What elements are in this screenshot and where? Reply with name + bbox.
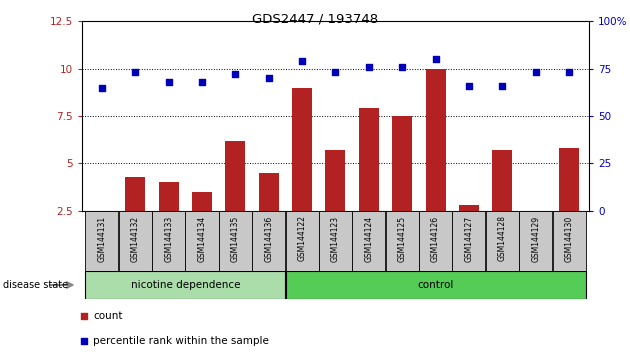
Point xyxy=(564,69,574,75)
Bar xyxy=(359,108,379,211)
Bar xyxy=(319,211,352,271)
Bar xyxy=(326,150,345,211)
Bar xyxy=(559,148,579,211)
Text: GDS2447 / 193748: GDS2447 / 193748 xyxy=(252,12,378,25)
Text: GSM144132: GSM144132 xyxy=(131,216,140,262)
Bar xyxy=(519,211,552,271)
Text: GSM144134: GSM144134 xyxy=(198,216,207,262)
Bar xyxy=(86,211,118,271)
Bar xyxy=(386,211,419,271)
Point xyxy=(430,56,440,62)
Bar xyxy=(86,271,285,299)
Text: GSM144123: GSM144123 xyxy=(331,216,340,262)
Text: count: count xyxy=(93,311,123,321)
Bar xyxy=(192,192,212,211)
Bar xyxy=(492,150,512,211)
Point xyxy=(164,79,174,85)
Text: GSM144124: GSM144124 xyxy=(364,216,374,262)
Point xyxy=(231,72,241,77)
Bar xyxy=(152,211,185,271)
Point xyxy=(297,58,307,64)
Text: disease state: disease state xyxy=(3,280,68,290)
Bar xyxy=(285,271,585,299)
Point xyxy=(497,83,507,88)
Text: GSM144135: GSM144135 xyxy=(231,216,240,262)
Text: GSM144122: GSM144122 xyxy=(297,216,307,262)
Bar xyxy=(119,211,152,271)
Bar xyxy=(352,211,386,271)
Point xyxy=(353,241,364,247)
Bar xyxy=(553,211,585,271)
Text: percentile rank within the sample: percentile rank within the sample xyxy=(93,336,269,346)
Bar xyxy=(292,87,312,211)
Bar xyxy=(226,141,246,211)
Bar xyxy=(452,211,486,271)
Text: control: control xyxy=(418,280,454,290)
Bar xyxy=(392,116,412,211)
Bar xyxy=(259,173,278,211)
Point xyxy=(353,11,364,17)
Point xyxy=(364,64,374,69)
Bar xyxy=(252,211,285,271)
Point xyxy=(331,69,341,75)
Text: GSM144136: GSM144136 xyxy=(264,216,273,262)
Text: GSM144133: GSM144133 xyxy=(164,216,173,262)
Text: GSM144131: GSM144131 xyxy=(98,216,106,262)
Text: GSM144126: GSM144126 xyxy=(431,216,440,262)
Point xyxy=(97,85,107,90)
Bar xyxy=(486,211,519,271)
Text: nicotine dependence: nicotine dependence xyxy=(130,280,240,290)
Bar xyxy=(425,69,445,211)
Bar xyxy=(219,211,252,271)
Bar xyxy=(159,182,179,211)
Text: GSM144127: GSM144127 xyxy=(464,216,473,262)
Point xyxy=(264,75,274,81)
Bar xyxy=(185,211,219,271)
Point xyxy=(464,83,474,88)
Point xyxy=(397,64,407,69)
Point xyxy=(130,69,140,75)
Bar xyxy=(459,205,479,211)
Bar xyxy=(419,211,452,271)
Text: GSM144130: GSM144130 xyxy=(564,216,573,262)
Bar xyxy=(125,177,146,211)
Point xyxy=(197,79,207,85)
Text: GSM144125: GSM144125 xyxy=(398,216,407,262)
Text: GSM144129: GSM144129 xyxy=(531,216,540,262)
Bar xyxy=(285,211,319,271)
Point xyxy=(530,69,541,75)
Text: GSM144128: GSM144128 xyxy=(498,216,507,262)
